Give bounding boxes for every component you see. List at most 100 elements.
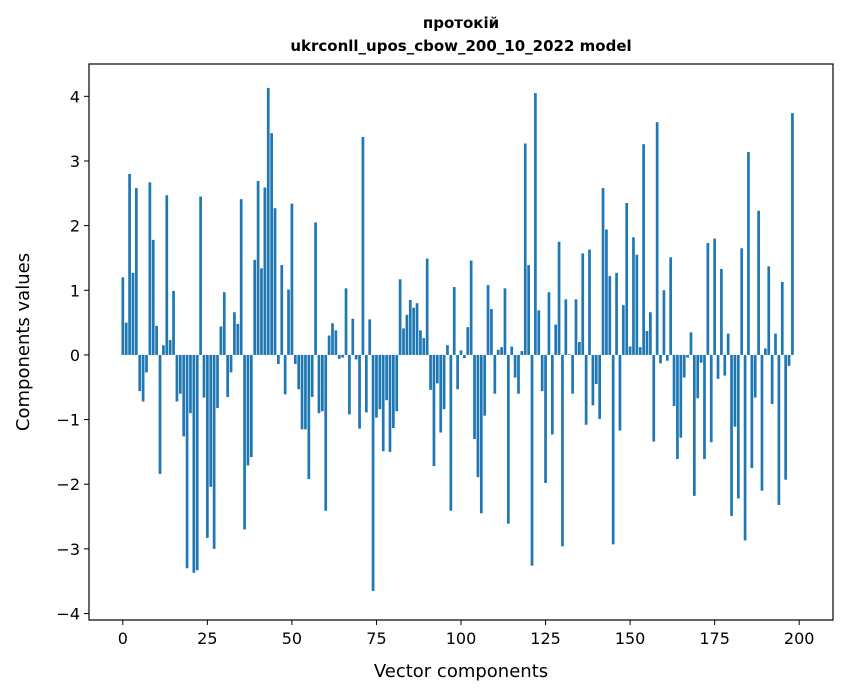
ticks-group: 0 25 50 75 100 125 150 175 200 −4 −3 −2 −1 0 1 2 3 4 — [56, 87, 814, 648]
bar — [638, 347, 642, 355]
chart-subtitle: ukrconll_upos_cbow_200_10_2022 model — [290, 37, 631, 55]
bar — [392, 354, 395, 428]
bar — [364, 354, 368, 413]
bar — [337, 354, 341, 359]
bar — [398, 279, 402, 355]
bar — [726, 333, 730, 355]
bar — [419, 330, 422, 355]
bar — [635, 254, 639, 355]
bar — [696, 354, 700, 399]
x-tick-label: 25 — [197, 629, 217, 648]
bar — [706, 243, 710, 355]
bar — [791, 113, 794, 355]
bar — [628, 346, 632, 355]
bar — [290, 203, 294, 355]
bar — [192, 354, 196, 573]
bar — [273, 208, 277, 355]
bar — [246, 354, 250, 466]
y-tick-label: −1 — [56, 411, 80, 430]
bar — [175, 354, 179, 402]
bar — [314, 222, 317, 355]
bar — [219, 326, 223, 355]
bar — [584, 354, 588, 425]
bar — [601, 188, 605, 355]
bar — [676, 354, 679, 460]
x-tick-label: 150 — [615, 629, 646, 648]
bar — [222, 292, 226, 355]
bar — [151, 239, 155, 355]
bar — [283, 354, 287, 395]
bar — [720, 268, 723, 355]
bar — [500, 347, 503, 355]
bar — [649, 312, 652, 355]
bar — [307, 354, 311, 480]
bar — [158, 354, 162, 474]
bar — [134, 188, 138, 355]
bar — [395, 354, 399, 412]
bar — [293, 354, 297, 364]
bar — [594, 354, 598, 385]
bar — [459, 350, 463, 355]
bar — [412, 307, 416, 355]
bar — [740, 248, 744, 355]
bar — [385, 354, 388, 401]
bar — [209, 354, 213, 487]
bar — [750, 354, 754, 469]
bar — [452, 287, 456, 355]
y-tick-label: 0 — [70, 346, 80, 365]
bar — [605, 229, 608, 355]
bar — [523, 143, 527, 355]
x-tick-label: 50 — [282, 629, 302, 648]
bar — [435, 354, 439, 384]
bar — [496, 349, 500, 355]
bar — [216, 354, 219, 408]
plot-frame — [88, 63, 834, 621]
bar — [621, 305, 625, 355]
bar — [652, 354, 656, 442]
bar — [483, 354, 487, 416]
bar — [703, 354, 706, 460]
bar — [324, 354, 328, 511]
bar — [692, 354, 696, 496]
bar — [185, 354, 189, 569]
bar — [266, 87, 270, 355]
y-tick-label: −3 — [56, 540, 80, 559]
bar — [351, 318, 355, 355]
bar — [679, 354, 683, 438]
x-tick-label: 0 — [118, 629, 128, 648]
bar — [564, 299, 568, 355]
bar — [490, 309, 493, 355]
bar — [422, 338, 426, 355]
bar — [344, 288, 348, 355]
bar — [777, 354, 781, 505]
bar — [506, 354, 510, 524]
bar — [256, 181, 260, 355]
x-tick-label: 175 — [699, 629, 730, 648]
bar — [381, 354, 385, 452]
bar — [662, 290, 666, 355]
bar — [243, 354, 246, 530]
bar — [331, 323, 334, 355]
bar — [172, 290, 175, 355]
bar — [354, 354, 358, 360]
y-tick-label: −4 — [56, 605, 80, 624]
bar — [361, 137, 365, 355]
bar — [212, 354, 216, 549]
bar — [723, 354, 727, 376]
bar — [780, 281, 784, 355]
x-tick-label: 75 — [366, 629, 386, 648]
bar — [486, 285, 490, 355]
bar — [537, 310, 541, 355]
bar — [206, 354, 209, 538]
bar — [608, 276, 612, 355]
bar — [263, 187, 267, 355]
bar — [534, 93, 537, 355]
bar — [155, 325, 158, 355]
bar — [476, 354, 480, 478]
bar — [554, 324, 558, 355]
bar — [317, 354, 321, 414]
bar — [310, 354, 314, 397]
bar — [787, 354, 791, 366]
bar — [473, 354, 476, 439]
